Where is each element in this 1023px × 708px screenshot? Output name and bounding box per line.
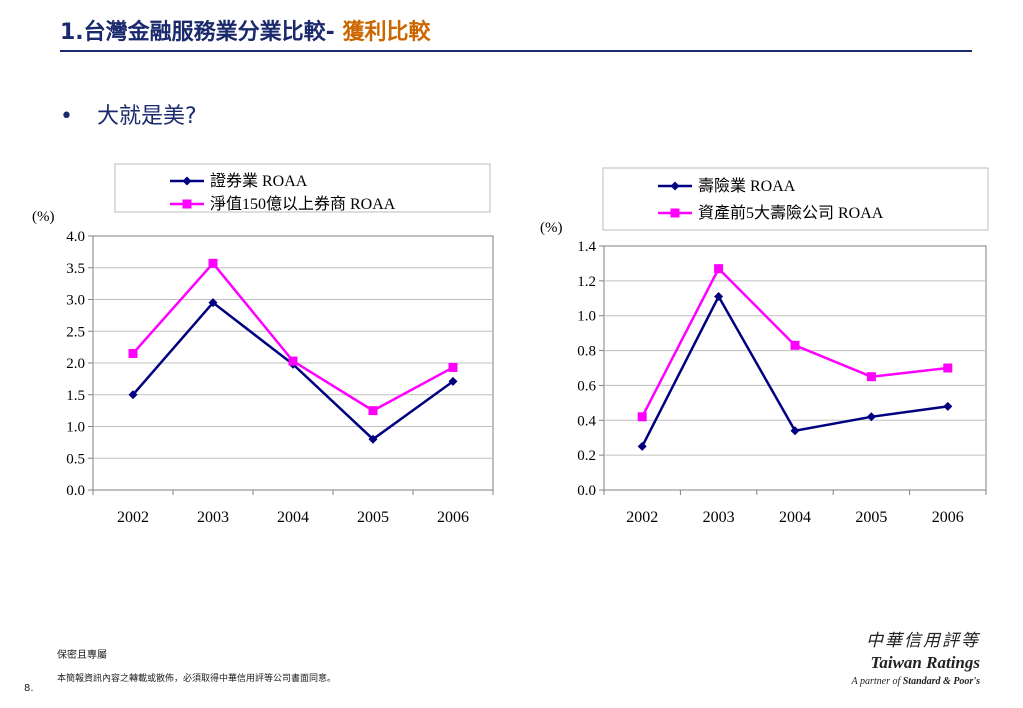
x-tick-label: 2004 — [779, 509, 811, 526]
page-title-main: 1.台灣金融服務業分業比較- — [60, 20, 335, 45]
legend-label: 資產前5大壽險公司 ROAA — [698, 204, 884, 222]
data-point — [714, 264, 724, 274]
x-tick-label: 2003 — [197, 509, 229, 526]
y-tick-label: 1.5 — [66, 388, 85, 404]
x-tick-label: 2005 — [357, 509, 389, 526]
data-point — [128, 348, 138, 358]
logo-chinese: 中華信用評等 — [866, 631, 980, 651]
data-point — [866, 372, 876, 382]
data-point — [943, 401, 953, 411]
y-tick-label: 0.4 — [577, 413, 596, 429]
y-axis-label: (%) — [32, 209, 55, 225]
legend-label: 淨值150億以上券商 ROAA — [210, 195, 396, 213]
y-axis-label: (%) — [540, 220, 563, 236]
legend-label: 壽險業 ROAA — [698, 177, 796, 195]
data-point — [866, 412, 876, 422]
gridlines — [93, 267, 493, 459]
legend: 壽險業 ROAA 資產前5大壽險公司 ROAA — [658, 177, 884, 222]
copyright-note: 本簡報資訊內容之轉載或散佈，必須取得中華信用評等公司書面同意。 — [57, 674, 337, 684]
x-tick-label: 2003 — [703, 509, 735, 526]
data-point — [448, 376, 458, 386]
title-divider — [60, 50, 972, 52]
y-tick-label: 0.6 — [577, 378, 596, 394]
y-tick-label: 1.0 — [66, 420, 85, 436]
y-tick-label: 0.5 — [66, 451, 85, 467]
legend-marker — [670, 181, 680, 191]
data-point — [368, 406, 378, 416]
y-tick-label: 3.0 — [66, 293, 85, 309]
bullet-point: • 大就是美? — [60, 98, 197, 130]
data-point — [208, 258, 218, 268]
x-tick-label: 2002 — [117, 509, 149, 526]
taiwan-ratings-logo: 中華信用評等 Taiwan Ratings A partner of Stand… — [830, 626, 980, 687]
data-point — [448, 362, 458, 372]
y-tick-label: 2.0 — [66, 356, 85, 372]
x-tick-label: 2004 — [277, 509, 309, 526]
data-point — [637, 441, 647, 451]
data-point — [790, 426, 800, 436]
y-tick-label: 1.2 — [577, 274, 596, 290]
confidential-label: 保密且專屬 — [57, 650, 107, 661]
y-tick-label: 0.0 — [577, 483, 596, 499]
bullet-icon: • — [60, 104, 73, 129]
data-point — [208, 298, 218, 308]
gridlines — [604, 280, 986, 456]
logo-partner: A partner of Standard & Poor's — [830, 676, 980, 687]
page-title: 1.台灣金融服務業分業比較- 獲利比較 — [60, 14, 430, 50]
data-point — [128, 390, 138, 400]
axes: 0.0 0.5 1.0 1.5 2.0 2.5 3.0 3.5 4.0 2002 2003 2004 2… — [66, 229, 494, 526]
data-point — [790, 340, 800, 350]
legend-marker — [670, 208, 680, 218]
securities-roaa-chart: 證券業 ROAA 淨值150億以上券商 ROAA (%) 0.0 0.5 1.0 1.5… — [32, 163, 494, 526]
legend-marker — [182, 176, 192, 186]
y-tick-label: 0.0 — [66, 483, 85, 499]
x-tick-label: 2002 — [626, 509, 658, 526]
data-point — [943, 363, 953, 373]
y-tick-label: 3.5 — [66, 261, 85, 277]
legend: 證券業 ROAA 淨值150億以上券商 ROAA — [170, 172, 396, 213]
x-tick-label: 2006 — [437, 509, 469, 526]
y-tick-label: 4.0 — [66, 229, 85, 245]
series-group — [637, 264, 953, 451]
y-tick-label: 1.4 — [577, 239, 596, 255]
y-tick-label: 1.0 — [577, 309, 596, 325]
axes: 0.0 0.2 0.4 0.6 0.8 1.0 1.2 1.4 2002 2003 2004 2005… — [577, 239, 987, 526]
bullet-text: 大就是美? — [97, 104, 197, 129]
legend-box — [602, 167, 989, 231]
plot-area — [603, 245, 987, 491]
page-number: 8. — [24, 683, 34, 694]
x-tick-label: 2006 — [932, 509, 964, 526]
page-title-accent: 獲利比較 — [342, 20, 431, 45]
data-point — [714, 292, 724, 302]
y-tick-label: 2.5 — [66, 324, 85, 340]
data-point — [637, 412, 647, 422]
partner-name: Standard & Poor's — [902, 676, 980, 687]
legend-marker — [182, 199, 192, 209]
partner-prefix: A partner of — [851, 676, 901, 687]
y-tick-label: 0.2 — [577, 448, 596, 464]
y-tick-label: 0.8 — [577, 344, 596, 360]
series-group — [128, 258, 458, 444]
data-point — [288, 356, 298, 366]
data-point — [368, 434, 378, 444]
x-tick-label: 2005 — [855, 509, 887, 526]
logo-english: Taiwan Ratings — [870, 653, 980, 672]
legend-label: 證券業 ROAA — [210, 172, 308, 190]
